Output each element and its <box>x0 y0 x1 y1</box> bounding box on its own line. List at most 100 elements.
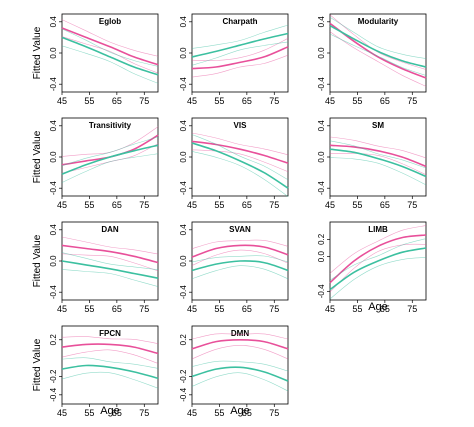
series-teal <box>191 134 289 197</box>
confidence-band <box>191 132 289 156</box>
x-tick-label: 45 <box>325 200 335 210</box>
fitted-line <box>61 343 159 355</box>
x-tick-label: 45 <box>187 200 197 210</box>
confidence-band <box>329 136 427 159</box>
confidence-band <box>61 236 159 255</box>
x-tick-label: 55 <box>214 304 224 314</box>
series-teal <box>329 238 427 300</box>
panel-title: VIS <box>234 121 248 130</box>
x-tick-label: 55 <box>214 408 224 418</box>
x-tick-label: 65 <box>112 96 122 106</box>
confidence-band <box>191 372 289 392</box>
fitted-line <box>329 247 427 291</box>
fitted-line <box>329 144 427 168</box>
y-tick-label: -0.4 <box>317 284 326 298</box>
x-tick-label: 55 <box>352 200 362 210</box>
x-tick-label: 75 <box>269 408 279 418</box>
x-tick-label: 65 <box>380 96 390 106</box>
confidence-band <box>61 153 159 183</box>
x-tick-label: 55 <box>84 304 94 314</box>
series-pink <box>61 126 159 174</box>
x-tick-label: 75 <box>139 408 149 418</box>
x-tick-label: 65 <box>242 96 252 106</box>
fitted-line <box>191 46 289 70</box>
y-tick-label: 0.4 <box>317 16 326 28</box>
y-tick-label: 0.4 <box>179 16 188 28</box>
y-tick-label: -0.4 <box>49 387 58 401</box>
x-tick-label: 65 <box>242 408 252 418</box>
fitted-line <box>191 338 289 350</box>
confidence-band <box>329 225 427 274</box>
panel-title: SVAN <box>229 225 251 234</box>
confidence-band <box>191 41 289 66</box>
fitted-line <box>61 27 159 66</box>
panel-svan: SVAN 45 55 65 75 -0.4 0.0 0.4 <box>179 221 289 314</box>
y-tick-label: -0.4 <box>179 285 188 299</box>
y-tick-label: 0.4 <box>49 16 58 28</box>
confidence-band <box>61 336 159 344</box>
series-teal <box>61 28 159 84</box>
confidence-band <box>191 54 289 78</box>
confidence-band <box>61 45 159 84</box>
x-tick-label: 75 <box>139 96 149 106</box>
fitted-line <box>61 260 159 279</box>
confidence-band <box>191 333 289 340</box>
x-tick-label: 55 <box>214 200 224 210</box>
panel-title: Modularity <box>358 17 399 26</box>
fitted-line <box>61 144 159 175</box>
x-tick-label: 65 <box>242 304 252 314</box>
series-pink <box>191 239 289 266</box>
series-teal <box>61 357 159 389</box>
y-tick-label: 0.4 <box>317 120 326 132</box>
y-tick-label: -0.4 <box>49 181 58 195</box>
series-pink <box>191 333 289 360</box>
confidence-band <box>329 140 427 169</box>
panel-vis: VIS 45 55 65 75 -0.4 0.0 0.4 <box>179 117 289 210</box>
y-tick-label: -0.4 <box>179 181 188 195</box>
y-tick-label: 0.0 <box>317 47 326 59</box>
x-tick-label: 45 <box>187 408 197 418</box>
panel-transitivity: Transitivity 45 55 65 75 -0.4 0.0 0.4 Fitted Val… <box>32 117 159 210</box>
x-axis-label: Age <box>368 301 388 313</box>
fitted-line <box>191 140 289 164</box>
series-pink <box>61 336 159 364</box>
series-pink <box>329 225 427 293</box>
confidence-band <box>61 19 159 57</box>
x-tick-label: 75 <box>269 200 279 210</box>
x-tick-label: 75 <box>269 96 279 106</box>
x-tick-label: 75 <box>139 304 149 314</box>
x-tick-label: 45 <box>57 408 67 418</box>
confidence-band <box>61 253 159 272</box>
confidence-band <box>329 17 427 59</box>
confidence-band <box>191 265 289 280</box>
x-tick-label: 45 <box>57 200 67 210</box>
y-tick-label: -0.4 <box>179 77 188 91</box>
x-tick-label: 75 <box>407 200 417 210</box>
panel-limb: LIMB 45 55 65 75 -0.4 0.0 0.2 <box>317 221 427 314</box>
y-axis-label: Fitted Value <box>32 234 43 287</box>
y-tick-label: 0.0 <box>179 47 188 59</box>
confidence-band <box>61 36 159 74</box>
y-tick-label: 0.4 <box>179 120 188 132</box>
x-tick-label: 75 <box>407 96 417 106</box>
series-teal <box>61 252 159 287</box>
y-tick-label: 0.4 <box>49 224 58 236</box>
series-pink <box>191 132 289 172</box>
x-tick-label: 75 <box>407 304 417 314</box>
series-pink <box>61 236 159 272</box>
fitted-line <box>191 142 289 189</box>
confidence-band <box>191 38 289 61</box>
fitted-line <box>191 260 289 272</box>
x-tick-label: 45 <box>187 304 197 314</box>
confidence-band <box>191 149 289 172</box>
series-pink <box>61 19 159 74</box>
fitted-line <box>61 364 159 380</box>
confidence-band <box>191 249 289 266</box>
x-tick-label: 55 <box>214 96 224 106</box>
y-tick-label: 0.0 <box>317 251 326 263</box>
confidence-band <box>191 239 289 249</box>
confidence-band <box>329 33 427 76</box>
fitted-line <box>329 234 427 284</box>
x-tick-label: 55 <box>352 304 362 314</box>
panel-modularity: Modularity 45 55 65 75 -0.4 0.0 0.4 <box>317 13 427 106</box>
